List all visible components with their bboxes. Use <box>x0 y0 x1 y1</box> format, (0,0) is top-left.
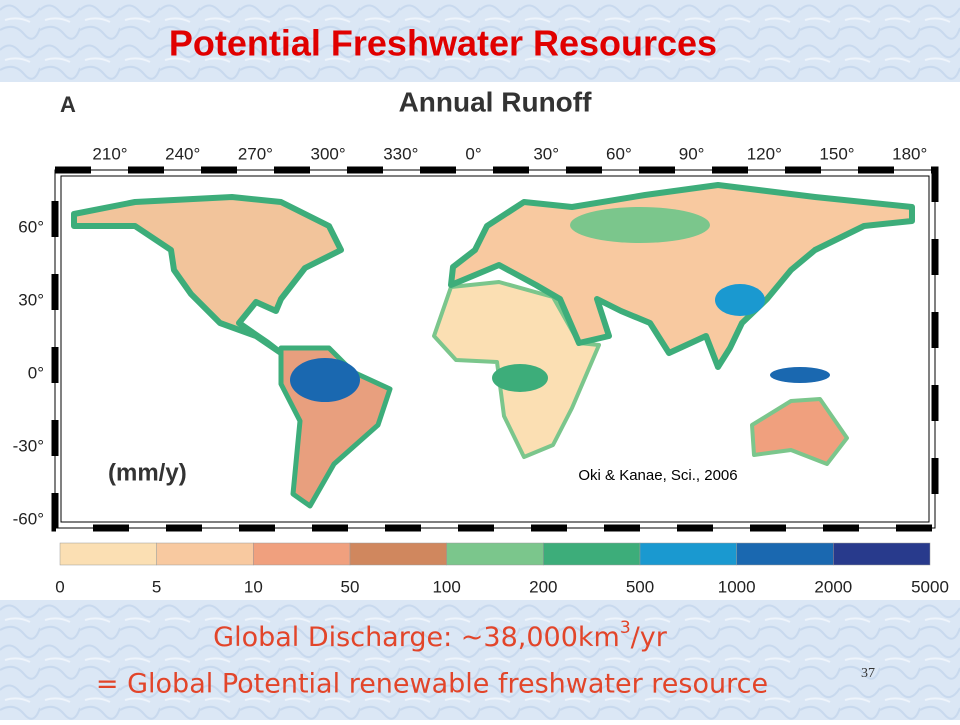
longitude-label: 120° <box>747 144 782 163</box>
legend-label: 10 <box>244 577 263 596</box>
amazon <box>290 358 360 402</box>
legend-label: 500 <box>626 577 654 596</box>
legend-swatch <box>253 542 351 566</box>
congo <box>492 364 548 392</box>
legend-label: 100 <box>432 577 460 596</box>
longitude-label: 0° <box>465 144 481 163</box>
footer-text: Global Discharge: ~38,000km <box>213 622 620 653</box>
footer-line-2: = Global Potential renewable freshwater … <box>96 669 768 700</box>
legend: 0 5 10 50 100 200 500 1000 2000 5000 <box>55 542 949 596</box>
continents <box>71 182 915 509</box>
north-america <box>71 194 344 356</box>
legend-swatch <box>833 542 931 566</box>
longitude-label: 180° <box>892 144 927 163</box>
latitude-label: -30° <box>13 436 44 455</box>
footer-superscript: 3 <box>620 618 631 638</box>
eurasia <box>448 182 915 370</box>
legend-label: 200 <box>529 577 557 596</box>
legend-label: 50 <box>341 577 360 596</box>
longitude-label: 210° <box>92 144 127 163</box>
legend-label: 5000 <box>911 577 949 596</box>
latitude-label: -60° <box>13 509 44 528</box>
longitude-label: 300° <box>311 144 346 163</box>
slide-title: Potential Freshwater Resources <box>169 23 717 64</box>
longitude-label: 60° <box>606 144 632 163</box>
longitude-label: 150° <box>819 144 854 163</box>
legend-swatch <box>349 542 447 566</box>
credit-box <box>560 462 756 488</box>
legend-swatch <box>639 542 737 566</box>
credit: Oki & Kanae, Sci., 2006 <box>578 467 737 484</box>
latitude-label: 60° <box>18 217 44 236</box>
legend-swatch <box>59 542 157 566</box>
latitude-label: 30° <box>18 290 44 309</box>
legend-swatch <box>543 542 641 566</box>
longitude-label: 30° <box>533 144 559 163</box>
legend-swatch <box>156 542 254 566</box>
east-asia <box>715 284 765 316</box>
legend-label: 2000 <box>814 577 852 596</box>
map-title: Annual Runoff <box>399 86 593 117</box>
page-number: 37 <box>861 666 875 681</box>
longitude-label: 90° <box>679 144 705 163</box>
legend-label: 5 <box>152 577 161 596</box>
legend-swatch <box>736 542 834 566</box>
latitude-label: 0° <box>28 363 44 382</box>
unit-label: (mm/y) <box>108 459 187 486</box>
longitude-label: 270° <box>238 144 273 163</box>
footer-suffix: /yr <box>631 622 668 653</box>
longitude-label: 330° <box>383 144 418 163</box>
footer-line-1: Global Discharge: ~38,000km3/yr <box>213 618 668 653</box>
indonesia <box>770 367 830 383</box>
longitude-label: 240° <box>165 144 200 163</box>
siberia <box>570 207 710 243</box>
legend-label: 0 <box>55 577 64 596</box>
legend-label: 1000 <box>718 577 756 596</box>
australia <box>750 397 849 466</box>
legend-swatch <box>446 542 544 566</box>
panel-letter: A <box>60 92 76 117</box>
